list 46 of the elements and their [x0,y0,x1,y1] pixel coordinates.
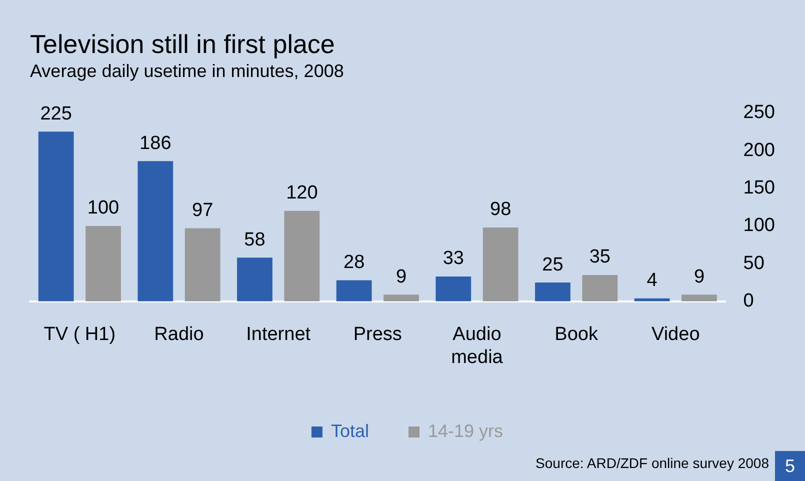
data-label: 58 [244,229,266,250]
x-tick-label: Radio [154,324,204,346]
data-label: 35 [589,246,610,268]
data-label: 100 [87,198,120,219]
bar [38,132,74,302]
legend-label: 14-19 yrs [428,420,504,441]
data-label: 9 [694,266,705,288]
data-label: 97 [192,200,214,221]
data-label: 98 [490,199,512,220]
bar [482,227,518,302]
y-tick-label: 0 [743,290,754,312]
data-label: 4 [646,270,658,292]
bar [384,294,419,302]
source-note: Source: ARD/ZDF online survey 2008 [536,455,769,471]
x-tick-label: Internet [246,324,312,346]
bar [336,280,372,302]
x-tick-label: Audio media [451,324,504,368]
bar [184,228,220,302]
y-tick-label: 150 [743,177,775,198]
chart-subtitle: Average daily usetime in minutes, 2008 [30,60,344,81]
x-tick-label: Press [353,324,402,346]
data-label: 28 [343,252,365,274]
legend-label: Total [330,420,370,441]
x-tick-label: Video [652,324,700,346]
bar [284,210,320,302]
chart-title: Television still in first place [30,28,335,59]
bar [237,258,272,302]
bar [535,282,570,302]
bar [582,274,618,302]
data-label: 33 [442,248,464,270]
bar [86,226,121,302]
x-tick-label: TV ( H1) [44,324,116,346]
y-tick-label: 200 [743,140,775,161]
y-tick-label: 100 [743,215,775,236]
data-label: 225 [40,103,72,124]
x-tick-label: Book [554,324,598,346]
data-label: 186 [140,132,172,154]
bar [138,161,174,302]
text: 5 [775,451,805,481]
data-label: 9 [396,266,407,288]
bar [436,276,472,302]
y-tick-label: 250 [743,102,775,124]
data-label: 25 [542,254,564,276]
bar [682,294,717,302]
y-tick-label: 50 [743,252,764,274]
data-label: 120 [286,182,318,204]
